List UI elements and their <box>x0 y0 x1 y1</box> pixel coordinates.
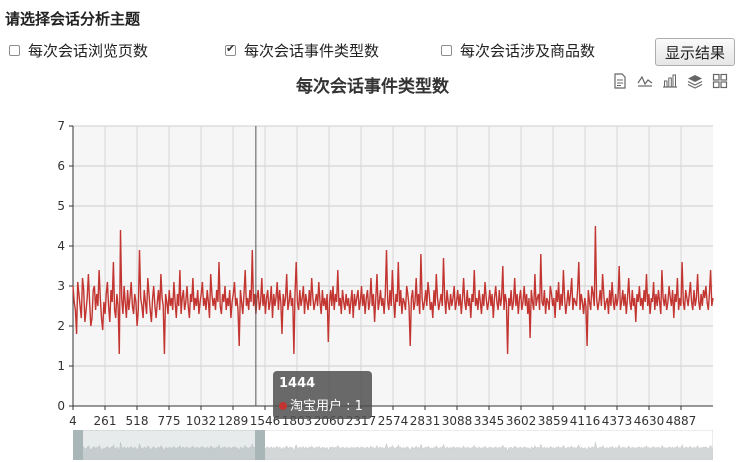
y-tick-label: 1 <box>57 359 65 373</box>
y-tick-label: 7 <box>57 119 65 133</box>
data-view-icon[interactable] <box>612 73 628 89</box>
option-page-views-label: 每次会话浏览页数 <box>28 42 149 60</box>
y-tick-label: 0 <box>57 399 65 413</box>
y-tick-label: 4 <box>57 239 65 253</box>
y-tick-label: 2 <box>57 319 65 333</box>
grid <box>72 125 713 407</box>
zoom-handle-left[interactable] <box>73 430 83 460</box>
y-tick-label: 3 <box>57 279 65 293</box>
tooltip-value: 1 <box>354 399 363 414</box>
x-tick-label: 1289 <box>218 414 249 428</box>
x-tick-label: 775 <box>158 414 181 428</box>
zoom-handle-right[interactable] <box>255 430 265 460</box>
zoom-data-shadow <box>73 441 713 460</box>
x-tick-label: 3859 <box>538 414 569 428</box>
checkbox-page-views[interactable] <box>9 45 20 56</box>
tile-icon[interactable] <box>712 73 728 89</box>
x-tick-label: 4116 <box>570 414 601 428</box>
option-page-views[interactable]: 每次会话浏览页数 <box>9 40 148 61</box>
panel-title: 请选择会话分析主题 <box>5 10 141 28</box>
x-axis: 4 261 518 775 1032 1289 1546 1803 2060 2317 2574 28… <box>69 405 713 428</box>
x-tick-label: 261 <box>94 414 117 428</box>
option-event-types-label: 每次会话事件类型数 <box>244 42 380 60</box>
x-tick-label: 2574 <box>378 414 409 428</box>
checkbox-products[interactable] <box>441 45 452 56</box>
y-axis: 0 1 2 3 4 5 6 7 <box>57 119 74 413</box>
tooltip-x-value: 1444 <box>279 376 316 391</box>
checkbox-event-types[interactable] <box>225 42 236 56</box>
x-tick-label: 4887 <box>666 414 697 428</box>
stack-icon[interactable] <box>687 73 703 89</box>
x-tick-label: 3345 <box>474 414 505 428</box>
line-chart-icon[interactable] <box>637 73 653 89</box>
x-tick-label: 3602 <box>506 414 537 428</box>
data-zoom-slider[interactable] <box>73 430 713 460</box>
chart-toolbox <box>612 73 728 89</box>
tooltip-separator: : <box>342 399 355 414</box>
tooltip-series-name: 淘宝用户 <box>290 399 343 414</box>
x-tick-label: 2831 <box>410 414 441 428</box>
x-tick-label: 1546 <box>250 414 281 428</box>
tooltip: 1444 淘宝用户 : 1 <box>273 371 372 419</box>
bar-chart-icon[interactable] <box>662 73 678 89</box>
option-products[interactable]: 每次会话涉及商品数 <box>441 40 595 61</box>
x-tick-label: 4630 <box>634 414 665 428</box>
x-tick-label: 1032 <box>186 414 217 428</box>
x-tick-label: 518 <box>126 414 149 428</box>
x-tick-label: 3088 <box>442 414 473 428</box>
option-products-label: 每次会话涉及商品数 <box>460 42 596 60</box>
y-tick-label: 5 <box>57 199 65 213</box>
chart-title: 每次会话事件类型数 <box>296 77 449 97</box>
x-tick-label: 4 <box>69 414 77 428</box>
tooltip-row: 淘宝用户 : 1 <box>279 395 366 414</box>
tooltip-series-dot <box>279 402 287 410</box>
zoom-selected-range[interactable] <box>73 430 260 460</box>
show-result-button[interactable]: 显示结果 <box>655 38 735 66</box>
y-tick-label: 6 <box>57 159 65 173</box>
series-line-taobao-user <box>72 225 714 355</box>
x-tick-label: 4373 <box>602 414 633 428</box>
option-event-types[interactable]: 每次会话事件类型数 <box>225 40 379 61</box>
